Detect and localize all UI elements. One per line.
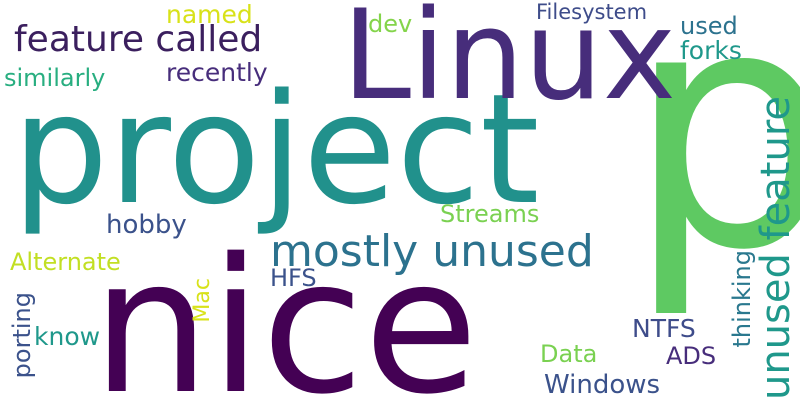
word-mostly-unused: mostly unused	[270, 226, 594, 277]
word-unused-feature: unused feature	[753, 96, 799, 400]
word-linux: Linux	[342, 0, 677, 128]
word-data: Data	[540, 340, 598, 368]
word-used: used	[680, 12, 738, 40]
word-filesystem: Filesystem	[536, 0, 648, 24]
word-p: p	[626, 0, 800, 323]
word-hobby: hobby	[106, 210, 187, 240]
word-ntfs: NTFS	[632, 314, 696, 343]
word-ads: ADS	[666, 342, 717, 370]
word-alternate: Alternate	[10, 248, 121, 276]
word-windows: Windows	[544, 370, 661, 400]
word-streams: Streams	[440, 200, 540, 228]
word-similarly: similarly	[4, 64, 106, 92]
word-hfs: HFS	[270, 264, 317, 292]
word-forks: forks	[680, 36, 742, 65]
word-thinking: thinking	[728, 250, 756, 348]
word-mac: Mac	[190, 278, 215, 323]
word-dev: dev	[368, 10, 413, 38]
word-know: know	[34, 322, 101, 351]
word-feature-called: feature called	[14, 19, 263, 60]
word-named: named	[166, 0, 253, 29]
word-nice: nice	[92, 218, 479, 400]
word-project: project	[12, 61, 540, 238]
word-recently: recently	[166, 58, 268, 87]
word-porting: porting	[8, 292, 36, 379]
